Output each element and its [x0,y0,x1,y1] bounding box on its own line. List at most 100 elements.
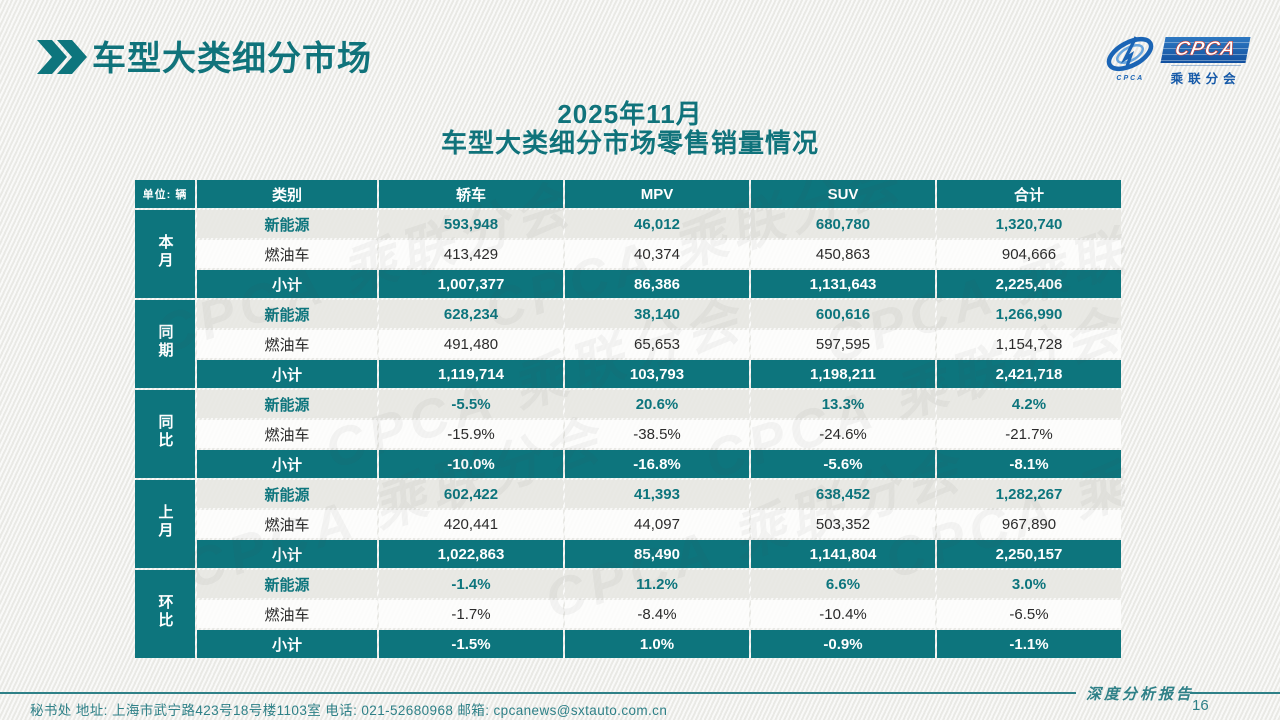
row-category-label: 燃油车 [197,240,377,268]
double-chevron-icon [36,40,88,74]
footer-contact: 秘书处 地址: 上海市武宁路423号18号楼1103室 电话: 021-5268… [30,703,668,718]
data-cell: 44,097 [565,510,749,538]
report-type-label: 深度分析报告 [1086,685,1195,703]
table-row: 小计 -1.5% 1.0% -0.9% -1.1% [135,630,1121,658]
data-cell: 11.2% [565,570,749,598]
row-group-label-text: 同比 [156,414,174,450]
column-header-mpv: MPV [565,180,749,208]
logo-subtitle: 乘联分会 [1170,65,1241,87]
data-cell: 13.3% [751,390,935,418]
data-cell: -24.6% [751,420,935,448]
cpca-logo: CPCA CPCA 乘联分会 [1102,34,1251,87]
data-cell: -0.9% [751,630,935,658]
table-row: 燃油车 491,480 65,653 597,595 1,154,728 [135,330,1121,358]
row-category-label: 新能源 [197,390,377,418]
row-category-label: 新能源 [197,480,377,508]
data-cell: 600,616 [751,300,935,328]
table-row: 本月 新能源 593,948 46,012 680,780 1,320,740 [135,210,1121,298]
data-cell: 41,393 [565,480,749,508]
data-cell: -10.4% [751,600,935,628]
data-cell: -1.5% [379,630,563,658]
data-cell: -10.0% [379,450,563,478]
table-row: 上月 新能源 602,422 41,393 638,452 1,282,267 [135,480,1121,568]
data-cell: 1,007,377 [379,270,563,298]
column-header-suv: SUV [751,180,935,208]
row-group-label: 上月 [135,480,195,568]
data-cell: 6.6% [751,570,935,598]
data-cell: -6.5% [937,600,1121,628]
data-cell: 680,780 [751,210,935,238]
footer-rule-right [1190,692,1280,694]
table-title-line2: 车型大类细分市场零售销量情况 [440,128,819,158]
row-group-label-text: 同期 [156,324,174,360]
row-category-label: 新能源 [197,300,377,328]
data-cell: 2,250,157 [937,540,1121,568]
data-cell: 413,429 [379,240,563,268]
cpca-swirl-icon [1107,36,1154,72]
data-cell: 86,386 [565,270,749,298]
data-cell: -38.5% [565,420,749,448]
data-cell: 602,422 [379,480,563,508]
row-category-label: 小计 [197,540,377,568]
data-cell: 503,352 [751,510,935,538]
data-cell: -8.1% [937,450,1121,478]
row-group-label-text: 上月 [156,504,174,540]
table-row: 燃油车 413,429 40,374 450,863 904,666 [135,240,1121,268]
data-cell: -5.5% [379,390,563,418]
data-cell: 628,234 [379,300,563,328]
table-header-row: 单位: 辆 类别 轿车 MPV SUV 合计 [135,180,1121,208]
data-cell: 103,793 [565,360,749,388]
table-container: CPCA 乘联分会CPCA 乘联分会CPCA 乘联分会CPCA 乘联分会CPCA… [135,180,1125,664]
table-body: 本月 新能源 593,948 46,012 680,780 1,320,740 燃油车 413… [135,210,1121,658]
data-cell: 1,022,863 [379,540,563,568]
row-group-label: 同比 [135,390,195,478]
data-cell: 2,225,406 [937,270,1121,298]
data-cell: -1.1% [937,630,1121,658]
row-category-label: 小计 [197,360,377,388]
data-cell: -21.7% [937,420,1121,448]
row-category-label: 燃油车 [197,420,377,448]
data-cell: 1,266,990 [937,300,1121,328]
data-cell: 1,282,267 [937,480,1121,508]
data-cell: -1.4% [379,570,563,598]
table-row: 小计 -10.0% -16.8% -5.6% -8.1% [135,450,1121,478]
data-cell: 450,863 [751,240,935,268]
logo-caption: CPCA [1116,75,1145,82]
column-header-category: 类别 [197,180,377,208]
data-cell: 1,131,643 [751,270,935,298]
cpca-badge: CPCA [1160,37,1251,63]
data-cell: 420,441 [379,510,563,538]
page-number: 16 [1192,697,1209,714]
row-category-label: 燃油车 [197,330,377,358]
data-cell: 597,595 [751,330,935,358]
unit-label: 单位: 辆 [135,180,195,208]
row-category-label: 新能源 [197,570,377,598]
table-row: 小计 1,007,377 86,386 1,131,643 2,225,406 [135,270,1121,298]
data-cell: 904,666 [937,240,1121,268]
data-cell: 20.6% [565,390,749,418]
table-row: 同比 新能源 -5.5% 20.6% 13.3% 4.2% [135,390,1121,478]
data-cell: 85,490 [565,540,749,568]
data-cell: 1,198,211 [751,360,935,388]
column-header-sedan: 轿车 [379,180,563,208]
row-group-label: 同期 [135,300,195,388]
row-category-label: 小计 [197,630,377,658]
data-cell: 593,948 [379,210,563,238]
row-group-label: 环比 [135,570,195,658]
data-cell: 1,119,714 [379,360,563,388]
data-cell: -5.6% [751,450,935,478]
table-title: 2025年11月 车型大类细分市场零售销量情况 [135,100,1125,158]
table-row: 同期 新能源 628,234 38,140 600,616 1,266,990 [135,300,1121,388]
column-header-total: 合计 [937,180,1121,208]
data-cell: 1.0% [565,630,749,658]
page-title: 车型大类细分市场 [92,40,372,78]
row-category-label: 燃油车 [197,600,377,628]
table-row: 环比 新能源 -1.4% 11.2% 6.6% 3.0% [135,570,1121,658]
data-cell: 38,140 [565,300,749,328]
row-category-label: 小计 [197,270,377,298]
table-title-line1: 2025年11月 [557,99,703,129]
row-category-label: 小计 [197,450,377,478]
data-cell: 65,653 [565,330,749,358]
data-cell: 1,154,728 [937,330,1121,358]
